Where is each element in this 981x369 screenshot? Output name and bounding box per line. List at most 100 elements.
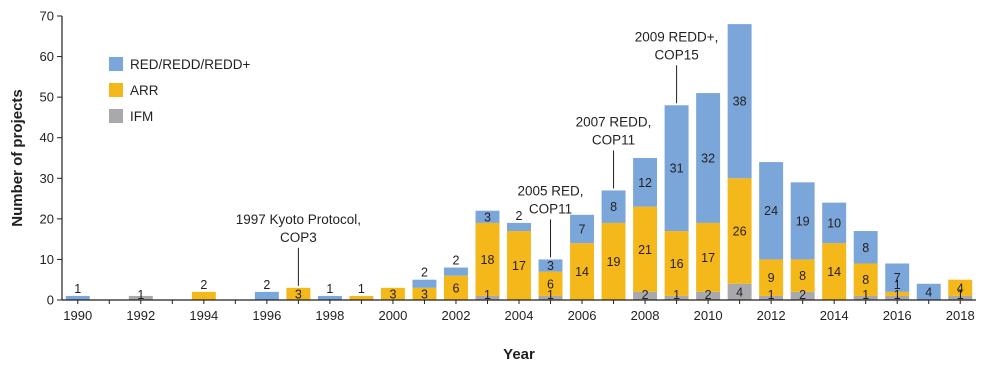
- bar-arr-2018: [948, 279, 973, 296]
- x-axis-title: Year: [503, 346, 535, 363]
- legend-swatch-arr: [109, 83, 123, 97]
- data-label-2011-ifm: 4: [736, 285, 743, 299]
- bar-arr-1997: [286, 287, 311, 300]
- data-label-1992-ifm: 1: [137, 288, 144, 302]
- data-label-2005-ifm: 1: [547, 288, 554, 302]
- y-tick-label-20: 20: [40, 211, 54, 226]
- bar-arr-2015: [853, 263, 878, 296]
- data-label-2003-red-redd-redd: 3: [484, 210, 491, 224]
- bar-red-redd-redd-1996: [254, 291, 279, 300]
- data-label-2010-red-redd-redd: 32: [701, 152, 715, 166]
- bar-arr-2013: [790, 259, 815, 292]
- bar-arr-1999: [349, 295, 374, 300]
- bar-ifm-2010: [696, 291, 721, 300]
- x-tick-label-1996: 1996: [252, 308, 281, 323]
- bar-red-redd-redd-2004: [507, 222, 531, 232]
- bar-ifm-2003: [475, 295, 500, 300]
- bar-arr-2007: [601, 222, 626, 300]
- data-label-2009-ifm: 1: [673, 288, 680, 302]
- bar-arr-2012: [759, 259, 784, 296]
- bar-red-redd-redd-2014: [822, 202, 847, 244]
- bar-red-redd-redd-2013: [790, 182, 815, 260]
- bar-arr-2005: [538, 271, 563, 296]
- data-label-2015-arr: 8: [862, 273, 869, 287]
- data-label-2018-arr: 4: [957, 281, 964, 295]
- data-label-2007-arr: 19: [607, 255, 621, 269]
- data-label-2003-arr: 18: [481, 253, 495, 267]
- data-label-2011-arr: 26: [733, 225, 747, 239]
- data-label-1998-red-redd-redd: 1: [326, 282, 333, 296]
- bar-ifm-2008: [633, 291, 658, 300]
- y-tick-label-70: 70: [40, 9, 54, 24]
- data-label-2000-arr: 3: [389, 287, 396, 301]
- bar-arr-2008: [633, 206, 658, 292]
- data-label-1996-red-redd-redd: 2: [263, 278, 270, 292]
- annotation-2005-line-2: COP11: [529, 201, 572, 216]
- legend-label-arr: ARR: [130, 83, 159, 98]
- data-label-2006-red-redd-redd: 7: [579, 223, 586, 237]
- bar-red-redd-redd-2016: [885, 263, 910, 292]
- data-label-2005-red-redd-redd: 3: [547, 259, 554, 273]
- data-label-2008-arr: 21: [638, 243, 652, 257]
- bar-arr-2010: [696, 222, 721, 292]
- bar-ifm-2013: [790, 291, 815, 300]
- x-tick-label-2018: 2018: [946, 308, 975, 323]
- x-tick-label-2004: 2004: [505, 308, 534, 323]
- data-label-2005-arr: 6: [547, 277, 554, 291]
- data-label-2014-arr: 14: [827, 265, 841, 279]
- data-label-2011-red-redd-redd: 38: [733, 95, 747, 109]
- x-tick-label-2010: 2010: [694, 308, 723, 323]
- data-label-2015-ifm: 1: [862, 288, 869, 302]
- bar-red-redd-redd-2007: [601, 190, 626, 223]
- annotation-2007-line-1: 2007 REDD,: [576, 114, 652, 129]
- y-tick-label-60: 60: [40, 49, 54, 64]
- bar-red-redd-redd-2012: [759, 162, 784, 260]
- x-tick-label-1990: 1990: [63, 308, 92, 323]
- y-tick-label-10: 10: [40, 252, 54, 267]
- annotation-2009-line-2: COP15: [654, 47, 698, 62]
- bar-ifm-2005: [538, 295, 563, 300]
- data-label-2007-red-redd-redd: 8: [610, 200, 617, 214]
- data-label-1999-arr: 1: [358, 282, 365, 296]
- bar-red-redd-redd-2009: [664, 105, 689, 232]
- bar-red-redd-redd-2006: [570, 214, 595, 244]
- bar-ifm-2011: [727, 283, 752, 300]
- bar-ifm-2015: [853, 295, 878, 300]
- data-label-2014-red-redd-redd: 10: [827, 216, 841, 230]
- x-tick-label-2008: 2008: [631, 308, 660, 323]
- data-label-2016-arr: 1: [894, 278, 901, 292]
- data-label-2010-ifm: 2: [705, 288, 712, 302]
- data-label-2006-arr: 14: [575, 265, 589, 279]
- legend: RED/REDD/REDD+ ARR IFM: [109, 57, 251, 124]
- x-tick-label-2006: 2006: [568, 308, 597, 323]
- data-label-2012-red-redd-redd: 24: [764, 204, 778, 218]
- bars-layer: [65, 24, 973, 300]
- data-label-2008-red-redd-redd: 12: [638, 176, 652, 190]
- x-tick-label-1992: 1992: [126, 308, 155, 323]
- annotation-1997-line-2: COP3: [280, 230, 317, 245]
- legend-swatch-ifm: [109, 109, 123, 123]
- bar-red-redd-redd-2003: [475, 210, 500, 223]
- annotations-layer: 1997 Kyoto Protocol, COP3 2005 RED, COP11 20…: [236, 29, 718, 286]
- y-axis-title: Number of projects: [9, 89, 26, 227]
- bar-red-redd-redd-2008: [633, 158, 658, 207]
- data-label-1994-arr: 2: [200, 278, 207, 292]
- legend-swatch-red-redd-redd: [109, 57, 123, 71]
- bar-arr-2011: [727, 178, 752, 284]
- annotation-1997-line-1: 1997 Kyoto Protocol,: [236, 212, 361, 227]
- legend-label-red-redd-redd: RED/REDD/REDD+: [130, 57, 251, 72]
- bar-ifm-1992: [128, 295, 153, 300]
- data-label-2002-arr: 6: [452, 281, 459, 295]
- data-label-2008-ifm: 2: [642, 288, 649, 302]
- data-label-2002-red-redd-redd: 2: [452, 254, 459, 268]
- data-label-2013-red-redd-redd: 19: [796, 214, 810, 228]
- bar-arr-2004: [507, 231, 531, 300]
- data-label-2009-red-redd-redd: 31: [670, 162, 684, 176]
- bar-ifm-2018: [948, 295, 973, 300]
- bar-red-redd-redd-2002: [443, 267, 468, 276]
- data-label-1997-arr: 3: [295, 287, 302, 301]
- data-label-2001-red-redd-redd: 2: [421, 266, 428, 280]
- data-label-2003-ifm: 1: [484, 288, 491, 302]
- x-tick-label-1994: 1994: [189, 308, 218, 323]
- x-tick-label-2016: 2016: [883, 308, 912, 323]
